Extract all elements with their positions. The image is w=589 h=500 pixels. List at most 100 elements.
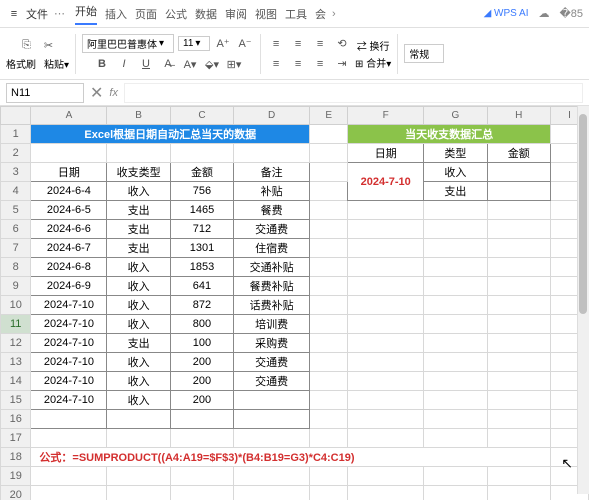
row-header[interactable]: 16 [1,410,31,429]
tab-more[interactable]: 会 [315,6,326,22]
cell[interactable]: 800 [170,315,233,334]
cell[interactable]: 补贴 [234,182,310,201]
fx-icon[interactable]: fx [109,87,118,99]
row-header[interactable]: 20 [1,486,31,500]
row-header[interactable]: 14 [1,372,31,391]
align-mid-icon[interactable]: ≡ [289,35,307,53]
col-header[interactable]: H [487,107,550,125]
cell[interactable]: 日期 [348,144,424,163]
cell[interactable]: 支出 [107,239,170,258]
cell[interactable] [487,182,550,201]
paste-button[interactable]: 粘贴▾ [44,56,69,71]
cell[interactable]: 200 [170,372,233,391]
border-icon[interactable]: ⊞▾ [225,55,243,73]
row-header[interactable]: 17 [1,429,31,448]
tab-formula[interactable]: 公式 [165,6,187,22]
row-header[interactable]: 7 [1,239,31,258]
wps-ai-button[interactable]: ◢ WPS AI [484,8,529,19]
file-menu[interactable]: 文件 [26,6,48,22]
row-header[interactable]: 8 [1,258,31,277]
strike-icon[interactable]: A̶ [159,55,177,73]
row-header[interactable]: 13 [1,353,31,372]
row-header[interactable]: 6 [1,220,31,239]
font-family-select[interactable]: 阿里巴巴普惠体 ▾ [82,34,174,53]
row-header[interactable]: 10 [1,296,31,315]
align-left-icon[interactable]: ≡ [267,55,285,73]
col-header[interactable]: F [348,107,424,125]
col-header[interactable]: D [234,107,310,125]
cell[interactable]: 2024-7-10 [31,372,107,391]
bold-icon[interactable]: B [93,55,111,73]
row-header[interactable]: 4 [1,182,31,201]
select-all-corner[interactable] [1,107,31,125]
cell[interactable]: 872 [170,296,233,315]
cell[interactable]: 交通费 [234,220,310,239]
tab-data[interactable]: 数据 [195,6,217,22]
row-header[interactable]: 3 [1,163,31,182]
cell[interactable]: 收入 [107,296,170,315]
cell[interactable]: 收入 [107,182,170,201]
tab-page[interactable]: 页面 [135,6,157,22]
cell[interactable]: 收入 [107,353,170,372]
cell[interactable]: 收支类型 [107,163,170,182]
cell[interactable]: 收入 [107,258,170,277]
cell[interactable]: 2024-7-10 [31,334,107,353]
cell[interactable] [234,391,310,410]
cell[interactable]: 类型 [424,144,487,163]
cell[interactable]: 2024-6-5 [31,201,107,220]
formula-input[interactable] [124,83,583,103]
font-decrease-icon[interactable]: A⁻ [236,35,254,53]
cell[interactable]: 2024-6-8 [31,258,107,277]
cell[interactable] [487,163,550,182]
cell[interactable]: 2024-6-7 [31,239,107,258]
blue-title-cell[interactable]: Excel根据日期自动汇总当天的数据 [31,125,310,144]
number-format-select[interactable]: 常规 [404,44,444,63]
col-header[interactable]: G [424,107,487,125]
cell[interactable]: 100 [170,334,233,353]
cell[interactable]: 2024-6-9 [31,277,107,296]
green-title-cell[interactable]: 当天收支数据汇总 [348,125,551,144]
cell[interactable]: 支出 [107,220,170,239]
spreadsheet-grid[interactable]: A B C D E F G H I 1 Excel根据日期自动汇总当天的数据 当… [0,106,589,500]
cell[interactable]: 712 [170,220,233,239]
copy-icon[interactable]: ⎘ [18,36,36,54]
cell[interactable]: 2024-7-10 [31,353,107,372]
cell[interactable]: 收入 [107,315,170,334]
italic-icon[interactable]: I [115,55,133,73]
align-center-icon[interactable]: ≡ [289,55,307,73]
cell[interactable]: 住宿费 [234,239,310,258]
cell[interactable]: 日期 [31,163,107,182]
cell[interactable] [31,410,107,429]
cell[interactable]: 1853 [170,258,233,277]
col-header[interactable]: B [107,107,170,125]
cell[interactable]: 756 [170,182,233,201]
cell[interactable]: 采购费 [234,334,310,353]
cell[interactable] [107,410,170,429]
tab-tools[interactable]: 工具 [285,6,307,22]
cell[interactable]: 收入 [424,163,487,182]
align-bot-icon[interactable]: ≡ [311,35,329,53]
cloud-icon[interactable]: ☁ [538,7,549,20]
row-header[interactable]: 9 [1,277,31,296]
font-color-icon[interactable]: A▾ [181,55,199,73]
cell[interactable]: 餐费 [234,201,310,220]
cell[interactable]: 餐费补贴 [234,277,310,296]
cell[interactable]: 2024-7-10 [31,391,107,410]
cell[interactable]: 支出 [107,334,170,353]
col-header[interactable]: E [310,107,348,125]
font-increase-icon[interactable]: A⁺ [214,35,232,53]
cell[interactable]: 金额 [170,163,233,182]
more-icon[interactable]: ⋯ [54,7,65,20]
row-header[interactable]: 18 [1,448,31,467]
row-header[interactable]: 15 [1,391,31,410]
merge-button[interactable]: ⊞ 合并▾ [355,55,391,70]
fill-color-icon[interactable]: ⬙▾ [203,55,221,73]
tab-overflow-icon[interactable]: › [332,8,336,20]
cell[interactable] [170,410,233,429]
cut-icon[interactable]: ✂ [40,36,58,54]
sheet-area[interactable]: A B C D E F G H I 1 Excel根据日期自动汇总当天的数据 当… [0,106,589,500]
align-right-icon[interactable]: ≡ [311,55,329,73]
row-header[interactable]: 1 [1,125,31,144]
wrap-button[interactable]: ⇄ 换行 [357,38,390,53]
cell[interactable]: 641 [170,277,233,296]
